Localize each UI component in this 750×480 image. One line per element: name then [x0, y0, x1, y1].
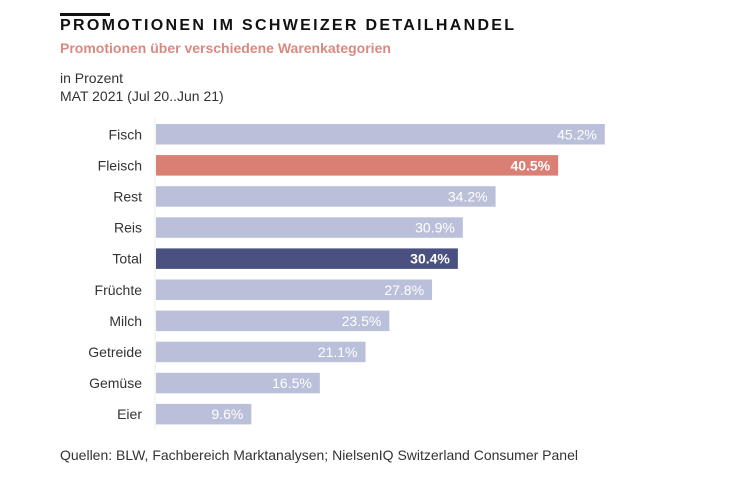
chart-subtitle: Promotionen über verschiedene Warenkateg…: [60, 40, 391, 56]
category-label: Milch: [109, 313, 142, 329]
value-label: 27.8%: [384, 282, 424, 298]
bar-getreide: [156, 341, 366, 363]
value-label: 21.1%: [318, 344, 358, 360]
period-label: MAT 2021 (Jul 20..Jun 21): [60, 88, 224, 104]
bar-total: [156, 248, 458, 269]
bar-milch: [156, 310, 390, 332]
category-label: Gemüse: [89, 375, 142, 391]
bar-rest: [156, 186, 496, 207]
bar-früchte: [156, 279, 433, 300]
value-label: 34.2%: [448, 188, 488, 204]
value-label: 30.9%: [415, 220, 455, 236]
bar-gemüse: [156, 372, 320, 394]
value-label: 16.5%: [272, 375, 312, 391]
category-label: Getreide: [88, 344, 142, 360]
unit-note: in Prozent MAT 2021 (Jul 20..Jun 21): [60, 69, 224, 105]
category-label: Rest: [113, 188, 142, 204]
value-label: 9.6%: [211, 406, 243, 422]
source-note: Quellen: BLW, Fachbereich Marktanalysen;…: [60, 447, 578, 463]
bar-eier: [156, 403, 252, 425]
category-label: Eier: [117, 406, 142, 422]
category-label: Fleisch: [98, 157, 142, 173]
chart-title: PROMOTIONEN IM SCHWEIZER DETAILHANDEL: [60, 17, 517, 34]
title-accent-line: [60, 13, 110, 16]
value-label: 23.5%: [342, 313, 382, 329]
value-label: 30.4%: [410, 251, 450, 267]
category-label: Total: [112, 251, 142, 267]
bar-fisch: [156, 124, 605, 145]
category-label: Fisch: [109, 126, 142, 142]
value-label: 45.2%: [557, 126, 597, 142]
bar-fleisch: [156, 155, 559, 176]
unit-label: in Prozent: [60, 70, 124, 86]
category-label: Früchte: [95, 282, 143, 298]
category-label: Reis: [114, 220, 142, 236]
bar-reis: [156, 217, 463, 238]
value-label: 40.5%: [510, 157, 550, 173]
